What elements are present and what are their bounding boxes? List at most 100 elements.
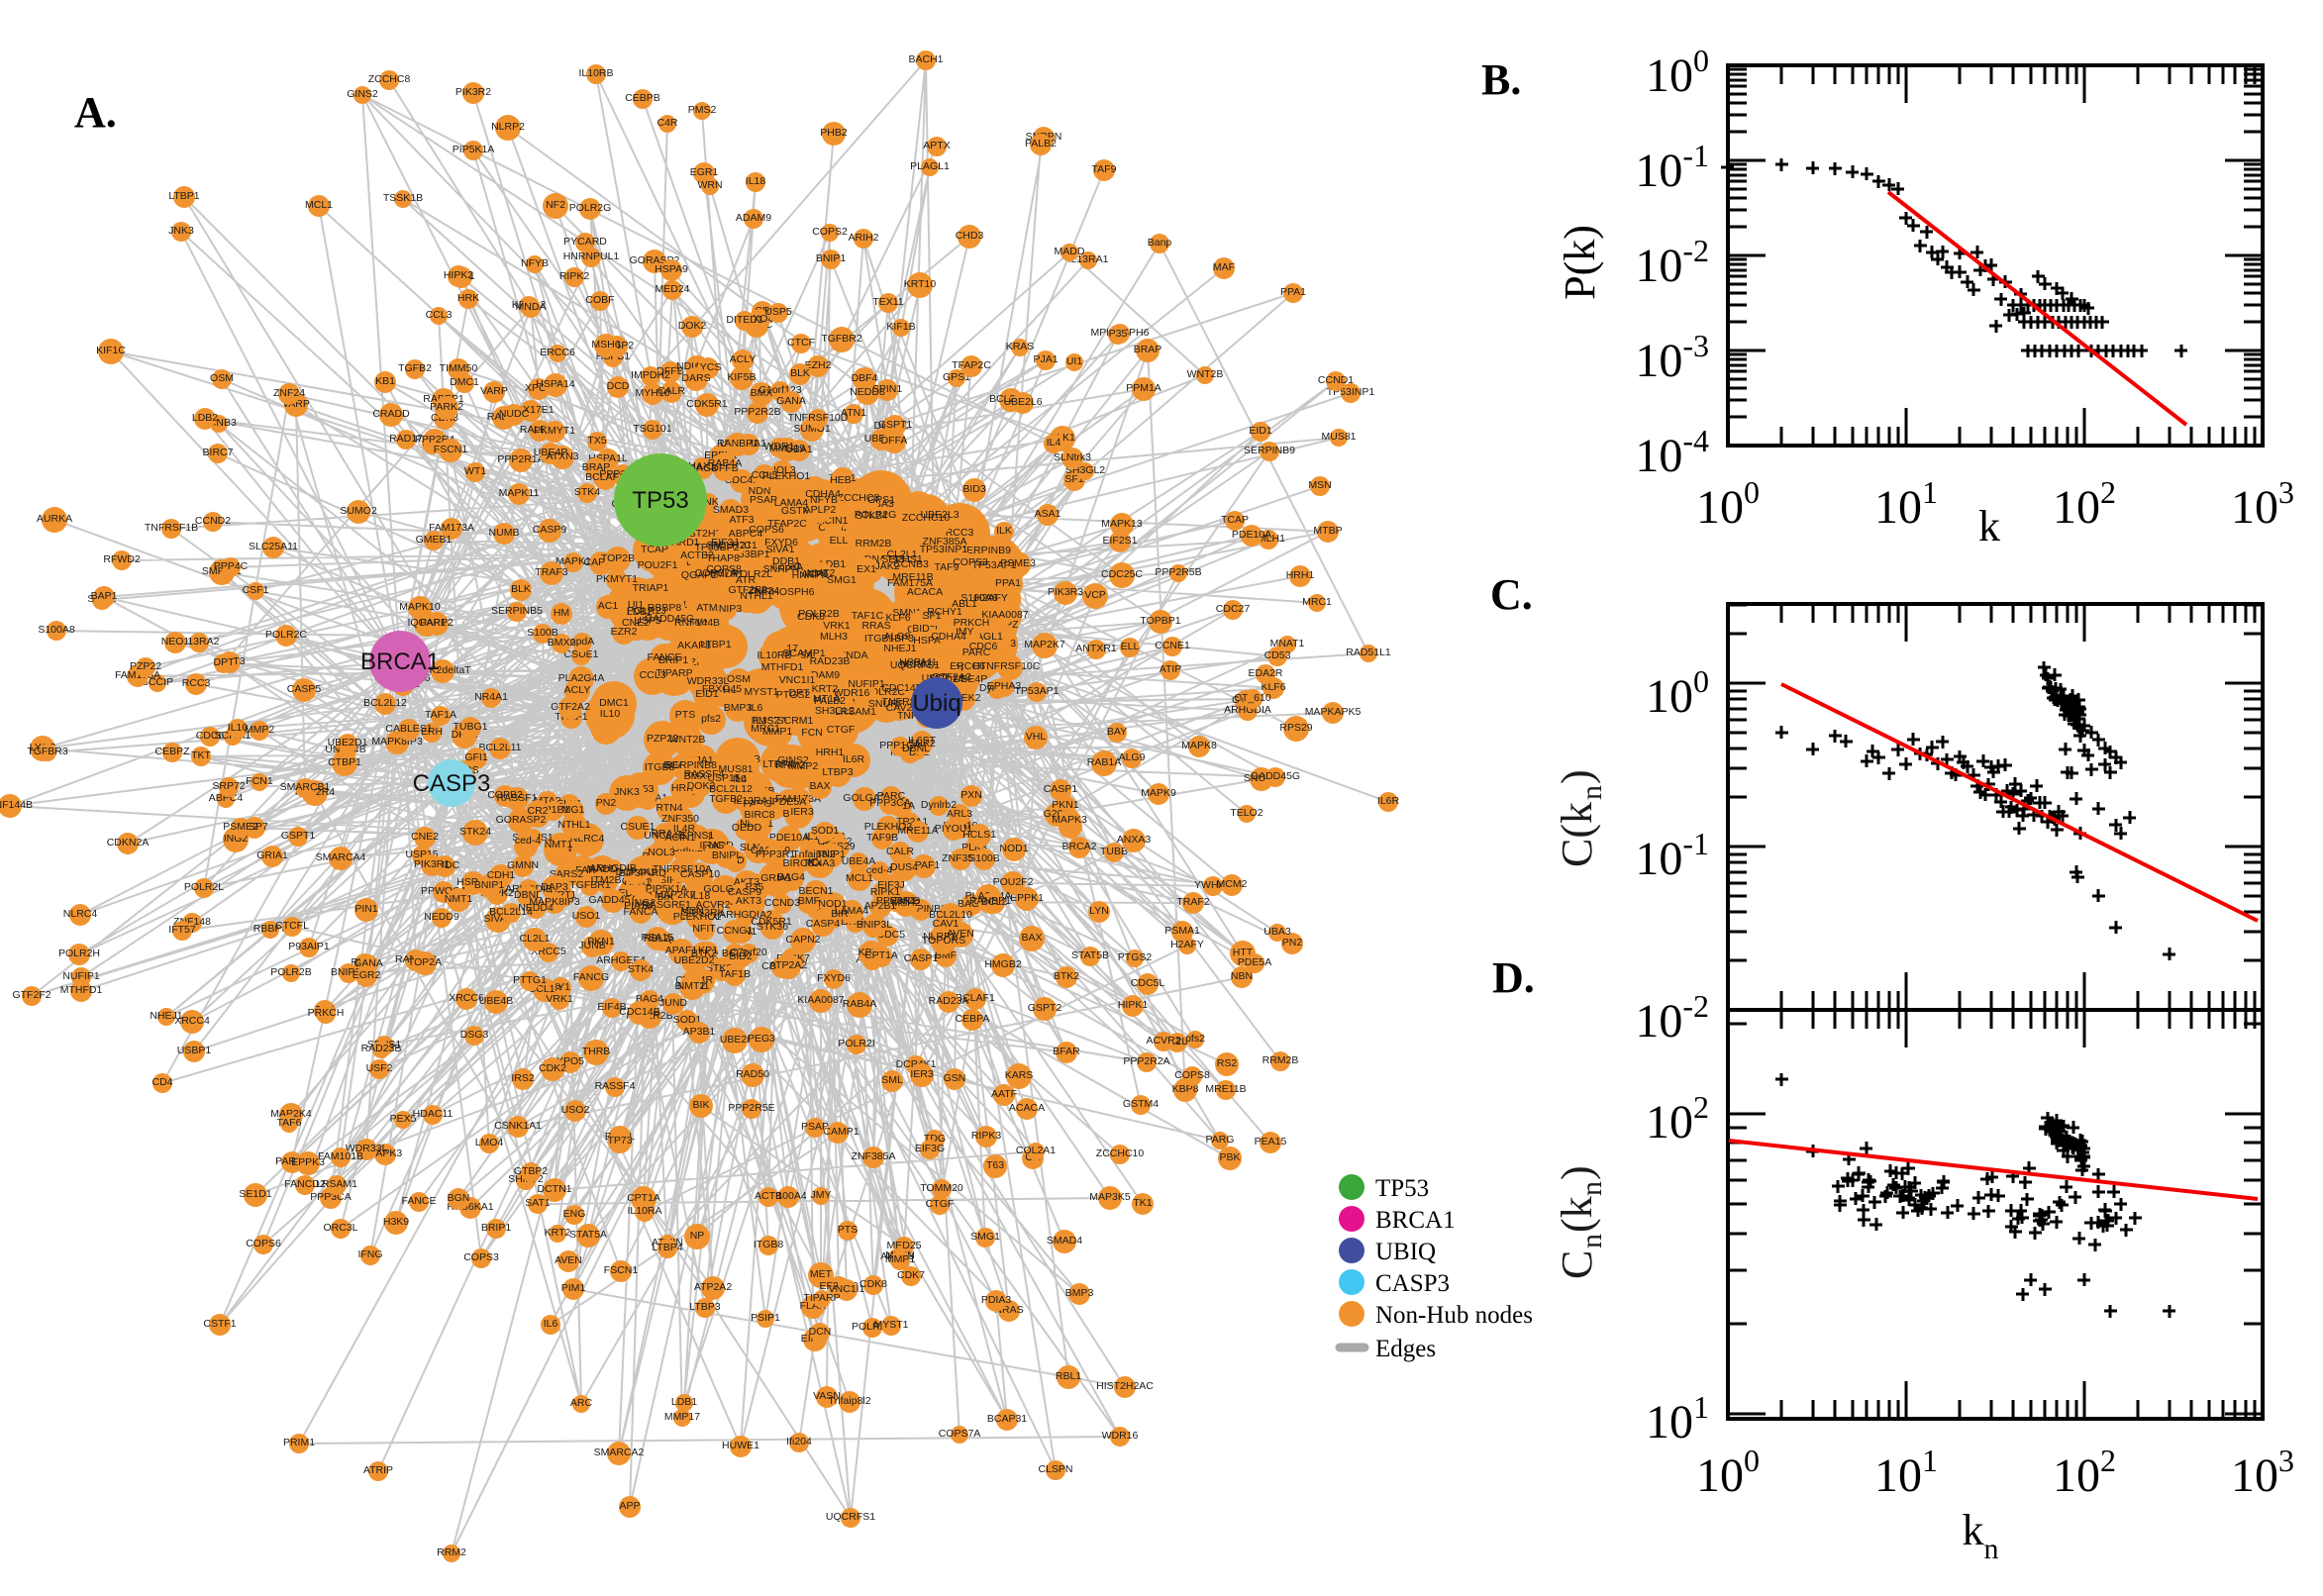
- svg-text:PSME3: PSME3: [1000, 557, 1036, 569]
- svg-text:BCL2L10: BCL2L10: [929, 909, 972, 921]
- svg-text:TUBB: TUBB: [1100, 846, 1128, 857]
- svg-text:PTGS2: PTGS2: [1118, 951, 1153, 963]
- svg-text:BRCA2: BRCA2: [1061, 841, 1096, 852]
- svg-text:): ): [1553, 1165, 1601, 1180]
- svg-text:FSCN1: FSCN1: [604, 1264, 639, 1276]
- svg-text:IL10: IL10: [600, 708, 621, 720]
- svg-text:P35: P35: [1109, 328, 1128, 340]
- svg-text:D.: D.: [1492, 953, 1535, 1002]
- svg-text:LMO4: LMO4: [475, 1137, 504, 1148]
- svg-text:ANXA3: ANXA3: [1117, 834, 1152, 846]
- svg-text:APP: APP: [619, 1500, 640, 1512]
- svg-text:BGN: BGN: [448, 1192, 470, 1204]
- svg-text:PLA2G4A: PLA2G4A: [558, 672, 605, 684]
- svg-text:POLR2H: POLR2H: [58, 948, 100, 959]
- svg-text:BAX: BAX: [809, 780, 830, 792]
- svg-text:SMARCB1: SMARCB1: [280, 781, 331, 793]
- svg-text:PPA1: PPA1: [995, 577, 1021, 589]
- svg-text:ARHGDIA2: ARHGDIA2: [719, 909, 772, 921]
- svg-text:AC1: AC1: [598, 600, 619, 612]
- svg-text:Dynlrb2: Dynlrb2: [921, 799, 957, 811]
- svg-text:PIP5K1A: PIP5K1A: [453, 144, 495, 155]
- svg-text:POLR2I: POLR2I: [838, 1038, 874, 1049]
- svg-text:RNF144B: RNF144B: [0, 799, 33, 811]
- svg-text:TRAF3: TRAF3: [535, 566, 567, 578]
- svg-text:SML: SML: [881, 1074, 903, 1086]
- svg-text:NOD1: NOD1: [999, 843, 1028, 854]
- svg-text:CASP1: CASP1: [904, 952, 939, 964]
- svg-text:HM: HM: [554, 607, 569, 619]
- svg-text:ORC3L: ORC3L: [323, 1222, 357, 1234]
- svg-text:EGR2: EGR2: [353, 969, 381, 981]
- svg-text:PZP22: PZP22: [647, 733, 678, 745]
- svg-text:RIPK2: RIPK2: [559, 270, 590, 282]
- svg-text:DITED1: DITED1: [726, 314, 763, 326]
- svg-text:HMGB2: HMGB2: [984, 958, 1022, 970]
- svg-text:TP53AP1: TP53AP1: [1015, 685, 1060, 697]
- svg-text:WDR16: WDR16: [1102, 1430, 1139, 1442]
- svg-text:PSAP: PSAP: [801, 1121, 829, 1133]
- svg-text:Tnfaip8l2: Tnfaip8l2: [828, 1395, 870, 1407]
- svg-text:RAD17: RAD17: [389, 433, 423, 445]
- svg-text:RRM2: RRM2: [437, 1546, 466, 1558]
- svg-text:NFIT: NFIT: [692, 923, 716, 935]
- svg-text:GFI1: GFI1: [464, 751, 487, 763]
- svg-text:CTGF: CTGF: [926, 1198, 955, 1210]
- svg-text:CCND3: CCND3: [764, 897, 800, 909]
- svg-text:PPP2R5B: PPP2R5B: [1155, 566, 1201, 578]
- svg-text:MG1: MG1: [562, 804, 585, 816]
- svg-text:SLC25A11: SLC25A11: [249, 541, 298, 552]
- svg-text:DUS4: DUS4: [890, 861, 918, 873]
- svg-text:EZH2: EZH2: [805, 359, 832, 371]
- svg-text:MAPK8IP3: MAPK8IP3: [529, 896, 580, 908]
- svg-text:FANCD2: FANCD2: [284, 1178, 326, 1190]
- svg-text:BRCA1: BRCA1: [360, 648, 440, 675]
- svg-text:BAY: BAY: [1107, 726, 1127, 738]
- svg-text:UBE4A: UBE4A: [842, 855, 875, 867]
- svg-text:MAPK3: MAPK3: [1052, 814, 1087, 826]
- svg-text:SF1: SF1: [922, 610, 941, 622]
- svg-text:IL6R: IL6R: [1377, 795, 1400, 807]
- svg-text:USP5: USP5: [764, 306, 792, 318]
- svg-text:PBK: PBK: [1219, 1151, 1240, 1163]
- svg-text:NUFIP1: NUFIP1: [62, 970, 100, 982]
- svg-text:MED24: MED24: [655, 283, 689, 295]
- svg-text:RFWD2: RFWD2: [103, 553, 140, 565]
- svg-text:TP53BP2: TP53BP2: [695, 542, 740, 553]
- svg-text:P(k): P(k): [1556, 225, 1604, 300]
- svg-text:MCM2: MCM2: [1217, 878, 1248, 890]
- svg-text:RIPK3: RIPK3: [971, 1130, 1002, 1142]
- svg-text:NP: NP: [690, 1230, 705, 1242]
- svg-text:MLH3: MLH3: [820, 631, 848, 643]
- svg-text:CNE2: CNE2: [411, 831, 439, 843]
- svg-text:PPP3R1: PPP3R1: [756, 848, 795, 860]
- svg-text:GADD45A: GADD45A: [588, 894, 637, 906]
- svg-text:CTCFL: CTCFL: [275, 920, 309, 932]
- svg-text:KIF5B: KIF5B: [727, 371, 756, 383]
- svg-text:HIPK1: HIPK1: [1118, 999, 1149, 1011]
- svg-text:TSG101: TSG101: [633, 423, 671, 435]
- svg-text:GTF2A2: GTF2A2: [551, 701, 590, 713]
- svg-text:CTBP1: CTBP1: [328, 756, 361, 768]
- svg-text:QGAP2: QGAP2: [681, 569, 717, 581]
- svg-text:CSF1: CSF1: [243, 584, 269, 596]
- svg-text:RASSF4: RASSF4: [595, 1080, 636, 1092]
- svg-text:PPP2R2B: PPP2R2B: [734, 406, 780, 418]
- svg-text:PEX5: PEX5: [390, 1113, 417, 1125]
- svg-text:BNIP3: BNIP3: [712, 603, 743, 615]
- svg-text:ITGB8: ITGB8: [754, 1239, 784, 1250]
- svg-text:GOLGA3: GOLGA3: [843, 792, 885, 804]
- svg-text:TRIAP1: TRIAP1: [633, 582, 669, 594]
- svg-text:PARK2: PARK2: [430, 401, 463, 413]
- svg-text:ADAM9: ADAM9: [736, 212, 771, 224]
- svg-text:TK1: TK1: [1133, 1197, 1152, 1209]
- svg-text:CDC25C: CDC25C: [1101, 568, 1143, 580]
- svg-text:ACLY: ACLY: [564, 684, 591, 696]
- svg-text:PXN: PXN: [960, 789, 982, 801]
- svg-text:CDC5L: CDC5L: [1131, 977, 1165, 989]
- svg-text:TRAF2: TRAF2: [1176, 896, 1209, 908]
- svg-text:IL13RA1: IL13RA1: [1068, 253, 1109, 265]
- svg-text:HRH1: HRH1: [1286, 569, 1315, 581]
- svg-text:ENG: ENG: [563, 1208, 586, 1220]
- svg-text:RTN4: RTN4: [656, 802, 682, 814]
